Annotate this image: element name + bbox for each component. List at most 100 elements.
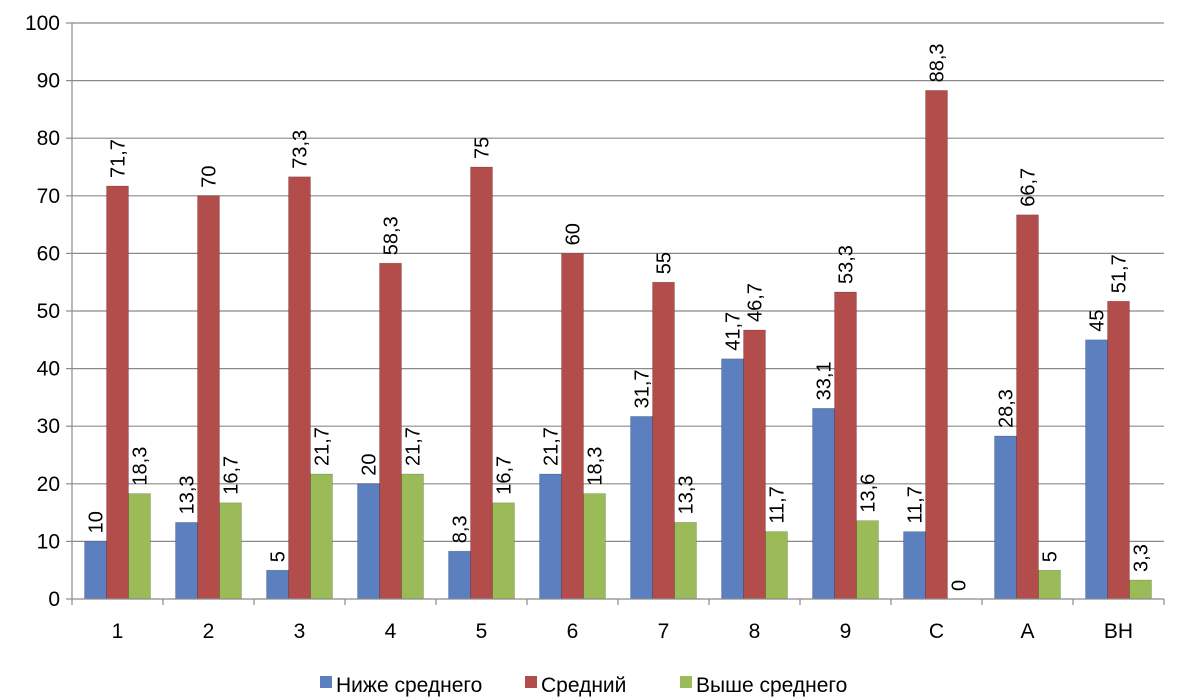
x-tick-label: 6 bbox=[567, 620, 579, 643]
x-tick-label: 9 bbox=[840, 620, 852, 643]
data-label: 11,7 bbox=[905, 486, 927, 523]
bar bbox=[175, 522, 198, 600]
data-label: 51,7 bbox=[1109, 254, 1131, 293]
bar bbox=[310, 473, 333, 600]
y-tick-label: 30 bbox=[37, 415, 60, 438]
bars bbox=[84, 90, 1152, 600]
bar bbox=[1129, 579, 1152, 600]
x-tick-label: 3 bbox=[294, 620, 306, 643]
bar bbox=[1038, 569, 1061, 600]
data-label: 5 bbox=[1040, 551, 1062, 562]
bar bbox=[357, 483, 380, 600]
legend-swatch bbox=[320, 676, 332, 688]
data-label: 31,7 bbox=[632, 369, 654, 408]
bar bbox=[652, 281, 675, 600]
bar bbox=[288, 176, 311, 600]
data-label: 18,3 bbox=[130, 447, 152, 486]
data-label: 21,7 bbox=[403, 427, 425, 466]
bar bbox=[674, 522, 697, 600]
data-label: 55 bbox=[654, 252, 676, 274]
y-tick-label: 100 bbox=[25, 12, 60, 35]
legend-label: Выше среднего bbox=[696, 674, 847, 697]
x-tick-label: 1 bbox=[112, 620, 124, 643]
data-label: 3,3 bbox=[1131, 544, 1153, 572]
data-label: 21,7 bbox=[541, 427, 563, 466]
bar bbox=[492, 502, 515, 600]
data-label: 71,7 bbox=[108, 139, 130, 178]
data-label: 60 bbox=[563, 223, 585, 245]
data-label: 46,7 bbox=[745, 283, 767, 322]
bar bbox=[448, 550, 471, 600]
data-label: 73,3 bbox=[290, 130, 312, 169]
bar bbox=[219, 502, 242, 600]
bar bbox=[583, 493, 606, 600]
bar bbox=[834, 291, 857, 600]
bar bbox=[106, 185, 129, 600]
bar bbox=[1085, 339, 1108, 600]
data-label: 66,7 bbox=[1018, 168, 1040, 207]
y-tick-label: 70 bbox=[37, 185, 60, 208]
bar bbox=[1107, 300, 1130, 600]
y-tick-label: 80 bbox=[37, 127, 60, 150]
data-label: 13,3 bbox=[676, 475, 698, 514]
legend-swatch bbox=[680, 676, 692, 688]
bar bbox=[743, 329, 766, 600]
data-label: 13,6 bbox=[858, 474, 880, 513]
bar bbox=[925, 90, 948, 600]
data-label: 58,3 bbox=[381, 216, 403, 255]
x-tick-label: 7 bbox=[658, 620, 670, 643]
data-label: 18,3 bbox=[585, 447, 607, 486]
bar bbox=[197, 195, 220, 600]
data-label: 45 bbox=[1087, 310, 1109, 332]
bar bbox=[765, 531, 788, 600]
legend-swatch bbox=[525, 676, 537, 688]
data-label: 13,3 bbox=[177, 475, 199, 514]
x-tick-label: 8 bbox=[749, 620, 761, 643]
data-label: 0 bbox=[949, 580, 971, 591]
bar bbox=[266, 569, 289, 600]
x-axis: 1 2 3 4 5 6 7 8 9 C A ВН bbox=[71, 598, 1165, 643]
data-label: 10 bbox=[86, 511, 108, 533]
data-labels: 10 13,3 5 20 8,3 21,7 31,7 41,7 33,1 11,7 28,3 45 71… bbox=[86, 43, 1153, 591]
x-tick-label: ВН bbox=[1104, 620, 1133, 643]
bar bbox=[994, 435, 1017, 600]
y-axis: 0 10 20 30 40 50 60 70 80 90 100 bbox=[25, 12, 73, 611]
bar bbox=[84, 541, 107, 600]
data-label: 53,3 bbox=[836, 245, 858, 284]
legend-label: Средний bbox=[541, 674, 626, 697]
data-label: 88,3 bbox=[927, 43, 949, 82]
bar bbox=[812, 408, 835, 600]
x-tick-label: A bbox=[1020, 620, 1034, 643]
y-tick-label: 10 bbox=[37, 530, 60, 553]
data-label: 70 bbox=[199, 166, 221, 188]
data-label: 33,1 bbox=[814, 361, 836, 400]
data-label: 16,7 bbox=[221, 456, 243, 495]
y-tick-label: 0 bbox=[48, 588, 60, 611]
bar bbox=[470, 166, 493, 600]
bar bbox=[128, 493, 151, 600]
legend-label: Ниже среднего bbox=[336, 674, 482, 697]
x-tick-label: 4 bbox=[385, 620, 397, 643]
data-label: 16,7 bbox=[494, 456, 516, 495]
legend: Ниже среднего Средний Выше среднего bbox=[320, 674, 847, 697]
bar bbox=[539, 473, 562, 600]
bar bbox=[379, 262, 402, 600]
y-tick-label: 40 bbox=[37, 358, 60, 381]
y-tick-label: 60 bbox=[37, 242, 60, 265]
data-label: 28,3 bbox=[996, 389, 1018, 428]
data-label: 21,7 bbox=[312, 427, 334, 466]
bar bbox=[561, 253, 584, 600]
x-tick-label: C bbox=[929, 620, 944, 643]
bar bbox=[1016, 214, 1039, 600]
bar bbox=[401, 473, 424, 600]
y-tick-label: 20 bbox=[37, 473, 60, 496]
x-tick-label: 2 bbox=[203, 620, 215, 643]
data-label: 41,7 bbox=[723, 312, 745, 351]
gridlines bbox=[72, 22, 1164, 543]
y-tick-label: 50 bbox=[37, 300, 60, 323]
data-label: 75 bbox=[472, 137, 494, 159]
y-tick-label: 90 bbox=[37, 70, 60, 93]
bar bbox=[721, 358, 744, 600]
data-label: 5 bbox=[268, 551, 290, 562]
